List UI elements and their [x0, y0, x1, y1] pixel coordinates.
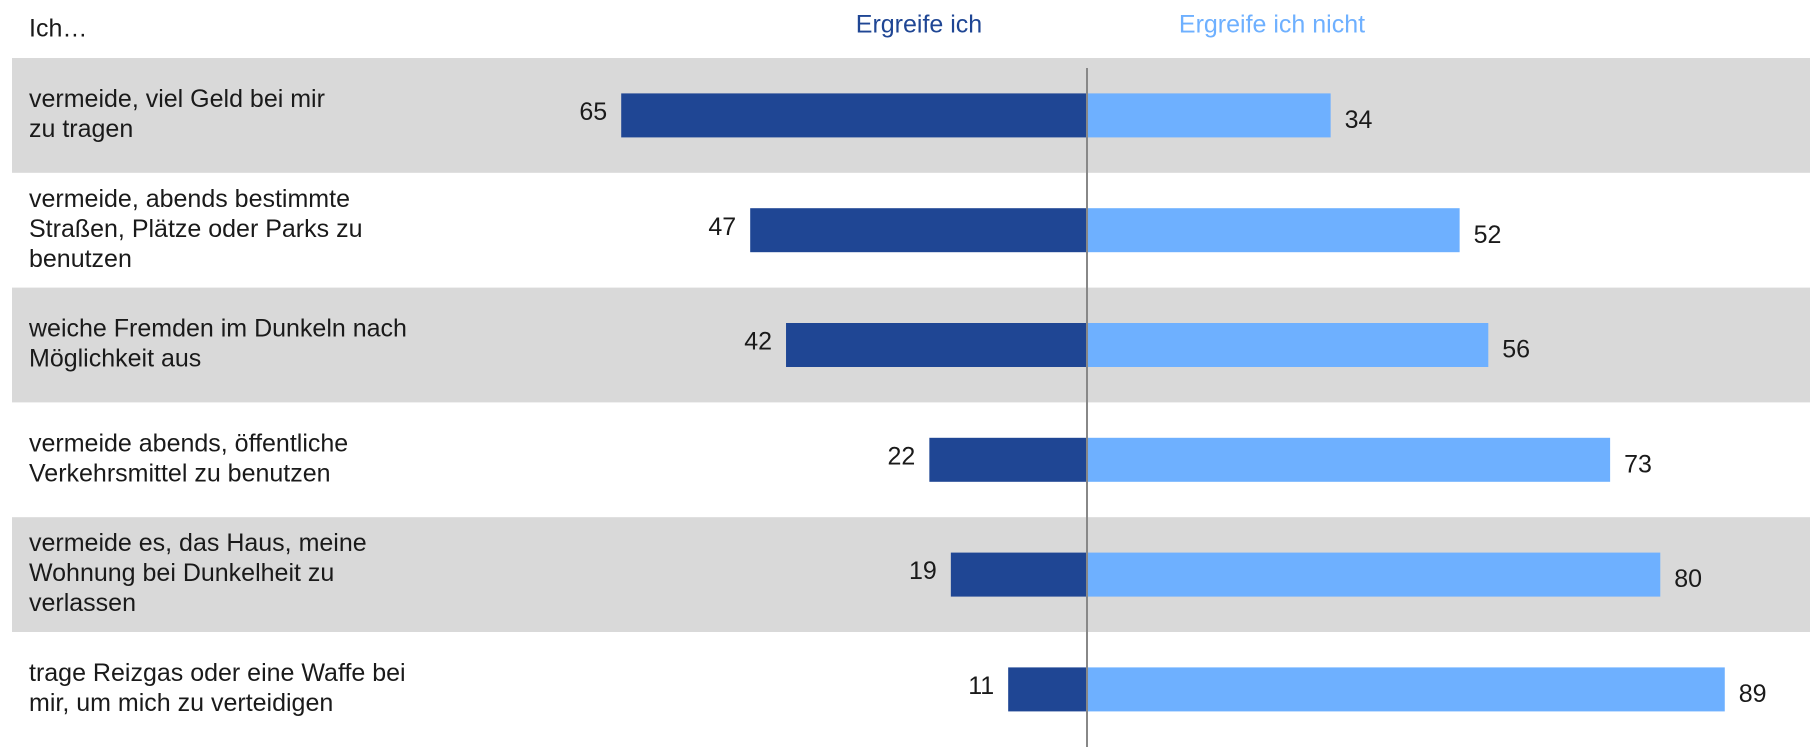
- value-label: 52: [1474, 221, 1502, 249]
- bar: [786, 323, 1087, 367]
- category-label: vermeide es, das Haus, meine: [29, 529, 367, 557]
- value-label: 11: [968, 672, 994, 700]
- value-label: 34: [1345, 106, 1373, 134]
- value-label: 47: [708, 213, 736, 241]
- category-label: mir, um mich zu verteidigen: [29, 689, 333, 717]
- category-label: benutzen: [29, 245, 132, 273]
- value-label: 56: [1502, 336, 1530, 364]
- value-label: 42: [744, 328, 772, 356]
- legend-label: Ergreife ich nicht: [1179, 11, 1365, 39]
- category-label: trage Reizgas oder eine Waffe bei: [29, 659, 406, 687]
- value-label: 89: [1739, 680, 1767, 708]
- value-label: 73: [1624, 450, 1652, 478]
- category-label: Wohnung bei Dunkelheit zu: [29, 559, 334, 587]
- category-label: Straßen, Plätze oder Parks zu: [29, 215, 362, 243]
- bar: [1087, 323, 1489, 367]
- bar: [1087, 437, 1611, 482]
- category-label: vermeide abends, öffentliche: [29, 429, 348, 457]
- bar: [1087, 667, 1725, 712]
- bar: [750, 208, 1087, 253]
- category-label: Verkehrsmittel zu benutzen: [29, 459, 331, 487]
- category-label: weiche Fremden im Dunkeln nach: [28, 315, 407, 343]
- bar: [950, 552, 1087, 597]
- bar: [1087, 208, 1460, 253]
- value-label: 22: [888, 442, 916, 470]
- bar: [1008, 667, 1087, 712]
- chart-title: Ich…: [29, 15, 87, 43]
- category-label: vermeide, viel Geld bei mir: [29, 85, 325, 113]
- value-label: 19: [909, 557, 937, 585]
- category-label: vermeide, abends bestimmte: [29, 185, 350, 213]
- category-label: zu tragen: [29, 115, 133, 143]
- bar: [621, 93, 1087, 138]
- value-label: 65: [579, 98, 607, 126]
- category-label: Möglichkeit aus: [29, 345, 201, 373]
- legend-label: Ergreife ich: [856, 11, 982, 39]
- bar: [929, 437, 1087, 482]
- bar: [1087, 93, 1331, 138]
- category-label: verlassen: [29, 589, 136, 617]
- value-label: 80: [1674, 565, 1702, 593]
- bar: [1087, 552, 1661, 597]
